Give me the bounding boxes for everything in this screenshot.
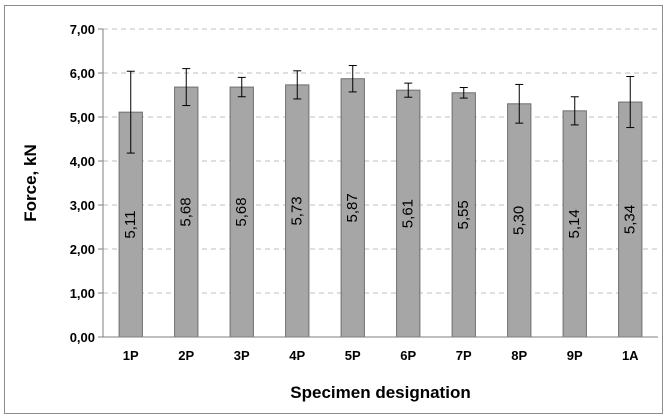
error-bar: [237, 76, 246, 98]
data-label: 5,87: [344, 193, 361, 222]
x-tick-label: 9P: [567, 348, 583, 363]
data-label: 5,14: [566, 209, 583, 238]
x-tick-label: 2P: [178, 348, 194, 363]
bars: [118, 78, 643, 338]
data-label: 5,68: [233, 197, 250, 226]
x-tick-label: 1A: [622, 348, 639, 363]
error-bar: [459, 87, 468, 99]
y-axis-title: Force, kN: [21, 144, 40, 221]
error-bar: [626, 76, 635, 129]
y-tick-label: 0,00: [70, 330, 95, 345]
data-label: 5,73: [289, 196, 306, 225]
error-bar: [404, 82, 413, 98]
x-tick-label: 6P: [400, 348, 416, 363]
y-tick-label: 6,00: [70, 66, 95, 81]
y-tick-label: 3,00: [70, 198, 95, 213]
x-tick-label: 4P: [289, 348, 305, 363]
data-label: 5,55: [455, 200, 472, 229]
error-bar: [515, 83, 524, 124]
x-tick-label: 3P: [234, 348, 250, 363]
y-tick-label: 5,00: [70, 110, 95, 125]
y-tick-label: 4,00: [70, 154, 95, 169]
data-label: 5,30: [511, 206, 528, 235]
x-tick-label: 5P: [345, 348, 361, 363]
data-label: 5,61: [400, 199, 417, 228]
x-axis-title: Specimen designation: [290, 383, 470, 402]
error-bars: [126, 65, 635, 154]
y-tick-label: 2,00: [70, 242, 95, 257]
x-tick-label: 8P: [511, 348, 527, 363]
error-bar: [348, 65, 357, 93]
error-bar: [293, 70, 302, 100]
data-label: 5,68: [178, 197, 195, 226]
y-tick-label: 7,00: [70, 22, 95, 37]
error-bar: [126, 70, 135, 154]
x-tick-label: 1P: [123, 348, 139, 363]
y-tick-labels: 0,00 1,00 2,00 3,00 4,00 5,00 6,00 7,00: [70, 22, 103, 345]
y-tick-label: 1,00: [70, 286, 95, 301]
data-labels: 5,11 5,68 5,68 5,73 5,87 5,61 5,55 5,30 5,14 5,34: [122, 193, 639, 238]
x-tick-labels: 1P 2P 3P 4P 5P 6P 7P 8P 9P 1A: [123, 348, 639, 363]
x-tick-label: 7P: [456, 348, 472, 363]
data-label: 5,34: [622, 205, 639, 234]
error-bar: [570, 96, 579, 126]
error-bar: [182, 68, 191, 107]
data-label: 5,11: [122, 211, 139, 239]
